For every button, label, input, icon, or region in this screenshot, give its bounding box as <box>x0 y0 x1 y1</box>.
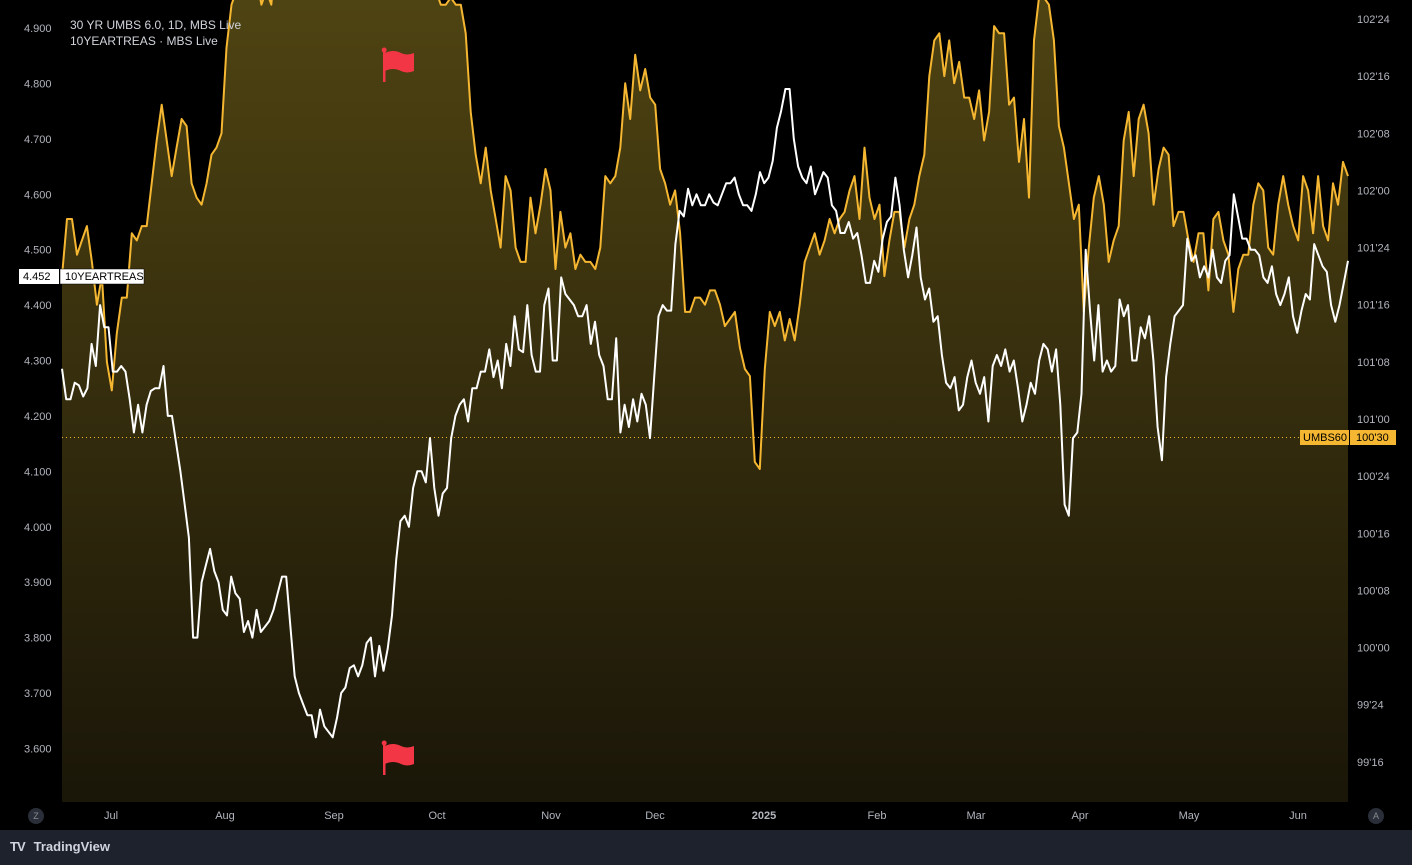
right-axis-tick-label: 100'16 <box>1357 528 1390 540</box>
right-axis-tick-label: 102'24 <box>1357 14 1390 26</box>
flag-cloth <box>385 744 414 766</box>
flag-cloth <box>385 51 414 73</box>
right-axis-tick-label: 102'16 <box>1357 71 1390 83</box>
left-axis-tick-label: 3.600 <box>24 743 52 755</box>
last-value-tags: 4.452 10YEARTREAS UMBS60 100'30 <box>19 268 1396 445</box>
flag-pole <box>383 50 386 82</box>
time-axis[interactable]: Jul Aug Sep Oct Nov Dec 2025 Feb Mar Apr May Jun <box>104 810 1307 822</box>
legend-main-series[interactable]: 30 YR UMBS 6.0, 1D, MBS Live <box>70 18 242 32</box>
time-axis-tick-label: Sep <box>324 810 344 822</box>
left-axis-tick-label: 4.900 <box>24 23 52 35</box>
left-axis-tick-label: 3.900 <box>24 577 52 589</box>
time-axis-tick-label: Jun <box>1289 810 1307 822</box>
right-axis-tick-label: 101'24 <box>1357 243 1390 255</box>
time-axis-tick-label: Dec <box>645 810 665 822</box>
right-axis-tick-label: 102'08 <box>1357 128 1390 140</box>
umbs-area-layer <box>62 0 1348 802</box>
series-legend: 30 YR UMBS 6.0, 1D, MBS Live 10YEARTREAS… <box>70 17 241 49</box>
treasury-last-value: 4.452 <box>23 271 51 283</box>
umbs-name-tag-bg <box>1300 430 1349 445</box>
treasury-trough-flag-icon <box>381 740 414 775</box>
left-axis-tick-label: 4.800 <box>24 78 52 90</box>
left-price-axis[interactable]: 4.900 4.800 4.700 4.600 4.500 4.400 4.300 4.200… <box>24 23 52 755</box>
time-axis-tick-label: Jul <box>104 810 118 822</box>
left-axis-tick-label: 4.400 <box>24 300 52 312</box>
time-axis-tick-label: Aug <box>215 810 235 822</box>
left-axis-tick-label: 4.600 <box>24 189 52 201</box>
tradingview-brand-text: TradingView <box>33 839 110 854</box>
right-axis-tick-label: 99'24 <box>1357 700 1384 712</box>
left-axis-tick-label: 3.700 <box>24 688 52 700</box>
umbs-last-value: 100'30 <box>1356 432 1389 444</box>
flag-pole <box>383 743 386 775</box>
right-axis-tick-label: 100'00 <box>1357 643 1390 655</box>
right-axis-tick-label: 100'24 <box>1357 471 1390 483</box>
time-axis-tick-label: Feb <box>868 810 887 822</box>
left-axis-tick-label: 4.000 <box>24 522 52 534</box>
right-axis-tick-label: 99'16 <box>1357 757 1384 769</box>
time-axis-tick-label: 2025 <box>752 810 776 822</box>
treasury-name-tag-bg <box>59 268 145 285</box>
umbs-peak-flag-icon <box>381 47 414 82</box>
treasury-value-tag-bg <box>19 269 59 284</box>
left-axis-tick-label: 4.300 <box>24 356 52 368</box>
auto-scale-toggle-button[interactable]: A <box>1368 808 1384 824</box>
time-axis-tick-label: Oct <box>428 810 445 822</box>
umbs-series-line <box>61 0 1349 470</box>
left-axis-tick-label: 4.700 <box>24 134 52 146</box>
left-axis-tick-label: 4.100 <box>24 466 52 478</box>
right-axis-tick-label: 101'16 <box>1357 300 1390 312</box>
time-axis-tick-label: May <box>1179 810 1200 822</box>
footer-bar: TV TradingView <box>0 830 1412 865</box>
right-price-axis[interactable]: 102'24 102'16 102'08 102'00 101'24 101'16 101'… <box>1357 14 1390 769</box>
left-axis-tick-label: 3.800 <box>24 633 52 645</box>
time-axis-tick-label: Mar <box>967 810 986 822</box>
flag-pole-top <box>381 47 387 53</box>
series-line-layer <box>61 0 1349 739</box>
left-axis-tick-label: 4.200 <box>24 411 52 423</box>
umbs-series-tag: UMBS60 <box>1303 432 1347 444</box>
umbs-area-fill <box>62 0 1348 802</box>
right-axis-tick-label: 102'00 <box>1357 185 1390 197</box>
flag-pole-top <box>381 740 387 746</box>
tradingview-logo-icon: TV <box>10 839 26 854</box>
right-axis-tick-label: 101'08 <box>1357 357 1390 369</box>
left-axis-tick-label: 4.500 <box>24 245 52 257</box>
umbs-value-tag-bg <box>1350 430 1396 445</box>
treasury-series-tag: 10YEARTREAS <box>65 271 144 283</box>
treasury-series-line <box>61 88 1349 739</box>
chart-canvas[interactable]: 4.900 4.800 4.700 4.600 4.500 4.400 4.300 4.200… <box>0 0 1412 830</box>
right-axis-tick-label: 101'00 <box>1357 414 1390 426</box>
log-scale-toggle-button[interactable]: Z <box>28 808 44 824</box>
flag-annotations <box>381 47 414 775</box>
time-axis-tick-label: Apr <box>1071 810 1088 822</box>
legend-compare-series[interactable]: 10YEARTREAS · MBS Live <box>70 34 218 48</box>
right-axis-tick-label: 100'08 <box>1357 585 1390 597</box>
time-axis-tick-label: Nov <box>541 810 561 822</box>
tradingview-logo[interactable]: TV TradingView <box>10 839 110 854</box>
